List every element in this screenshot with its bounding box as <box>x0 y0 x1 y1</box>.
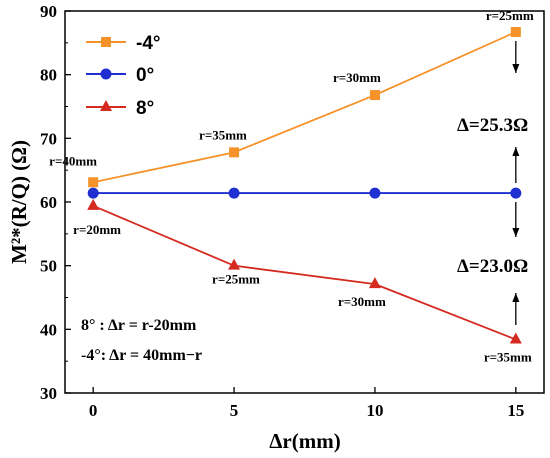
arrow-up-upper-head <box>512 147 520 156</box>
point-label: r=40mm <box>49 153 97 168</box>
y-tick-label: 30 <box>40 384 57 403</box>
legend-label: -4° <box>136 33 161 54</box>
triangle-marker <box>368 277 381 289</box>
y-tick-label: 60 <box>40 193 57 212</box>
arrow-down-upper-head <box>512 64 520 73</box>
series-layer <box>87 27 522 344</box>
x-axis-title: Δr(mm) <box>269 429 340 453</box>
y-tick-label: 70 <box>40 129 57 148</box>
y-axis-title: M²*(R/Q) (Ω) <box>7 140 31 264</box>
legend-circle-marker <box>100 68 112 80</box>
legend-label: 0° <box>136 65 154 86</box>
y-tick-label: 80 <box>40 66 57 85</box>
arrow-down-lower-head <box>512 228 520 237</box>
y-tick-label: 90 <box>40 2 57 21</box>
legend: -4° 0° 8° <box>86 33 161 119</box>
x-tick-label: 0 <box>89 401 98 420</box>
x-tick-label: 10 <box>366 401 383 420</box>
x-tick-label: 15 <box>507 401 524 420</box>
y-tick-label: 40 <box>40 320 57 339</box>
point-label: r=20mm <box>73 222 121 237</box>
point-label: r=35mm <box>199 127 247 142</box>
delta-upper-label: Δ=25.3Ω <box>457 115 528 136</box>
series-line-1 <box>92 31 517 184</box>
delta-arrows <box>512 41 520 325</box>
circle-marker <box>510 187 522 199</box>
point-label: r=35mm <box>484 350 532 365</box>
triangle-marker <box>228 258 241 270</box>
delta-lower-label: Δ=23.0Ω <box>457 256 528 277</box>
legend-triangle-marker <box>100 100 112 111</box>
legend-square-marker <box>101 37 111 47</box>
circle-marker <box>87 187 99 199</box>
legend-item-series-3: 8° <box>86 98 154 119</box>
square-marker <box>369 90 380 101</box>
circle-marker <box>369 187 381 199</box>
legend-item-series-1: -4° <box>86 33 161 54</box>
point-label: r=30mm <box>338 294 386 309</box>
arrow-up-lower-head <box>512 293 520 302</box>
formula-line-2: -4°: Δr = 40mm−r <box>81 347 202 364</box>
square-marker <box>88 177 99 188</box>
legend-item-series-2: 0° <box>86 65 154 86</box>
point-label: r=25mm <box>212 272 260 287</box>
square-marker <box>229 147 240 158</box>
y-tick-label: 50 <box>40 257 57 276</box>
legend-label: 8° <box>136 98 154 119</box>
formula-line-1: 8° : Δr = r-20mm <box>81 317 197 334</box>
series-line-3 <box>92 204 517 341</box>
point-label: r=25mm <box>486 8 534 23</box>
point-labels: r=40mm r=35mm r=30mm r=25mm r=20mm r=25mm r=30… <box>49 8 534 365</box>
square-marker <box>510 27 521 38</box>
triangle-marker <box>87 198 100 210</box>
triangle-marker <box>509 332 522 344</box>
point-label: r=30mm <box>333 70 381 85</box>
axis-ticks: 0 5 10 15 30 40 50 60 70 80 90 <box>40 2 524 420</box>
x-tick-label: 5 <box>230 401 239 420</box>
circle-marker <box>228 187 240 199</box>
